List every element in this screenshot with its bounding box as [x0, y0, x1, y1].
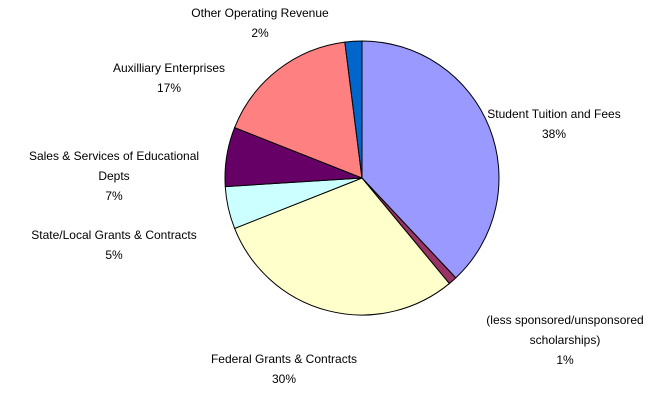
slice-name-line: (less sponsored/unsponsored	[486, 313, 643, 327]
slice-name-line: Sales & Services of Educational	[29, 149, 199, 163]
slice-label-federal-grants-contracts: Federal Grants & Contracts 30%	[211, 352, 357, 386]
slice-percent: 17%	[157, 81, 181, 95]
slice-percent: 7%	[105, 189, 123, 203]
slice-percent: 38%	[542, 127, 566, 141]
slice-name-line: Depts	[98, 169, 129, 183]
slice-label-state-local-grants-contracts: State/Local Grants & Contracts 5%	[31, 228, 196, 262]
slice-name-line: Other Operating Revenue	[191, 6, 329, 20]
slice-label-other-operating-revenue: Other Operating Revenue 2%	[191, 6, 329, 40]
slice-name-line: State/Local Grants & Contracts	[31, 228, 196, 242]
slice-percent: 1%	[556, 353, 574, 367]
slice-name-line: Auxilliary Enterprises	[113, 61, 225, 75]
slice-label-student-tuition-and-fees: Student Tuition and Fees 38%	[487, 107, 620, 141]
slice-name-line: Federal Grants & Contracts	[211, 352, 357, 366]
slice-label-auxilliary-enterprises: Auxilliary Enterprises 17%	[113, 61, 225, 95]
slice-percent: 30%	[272, 372, 296, 386]
slice-label-sales-services-of-educational-depts: Sales & Services of Educational Depts 7%	[29, 149, 199, 203]
slice-label-less-sponsored-unsponsored-scholarships: (less sponsored/unsponsored scholarships)…	[486, 313, 643, 367]
slice-name-line: Student Tuition and Fees	[487, 107, 620, 121]
slice-percent: 5%	[105, 248, 123, 262]
slice-percent: 2%	[251, 26, 269, 40]
slice-name-line: scholarships)	[530, 333, 601, 347]
